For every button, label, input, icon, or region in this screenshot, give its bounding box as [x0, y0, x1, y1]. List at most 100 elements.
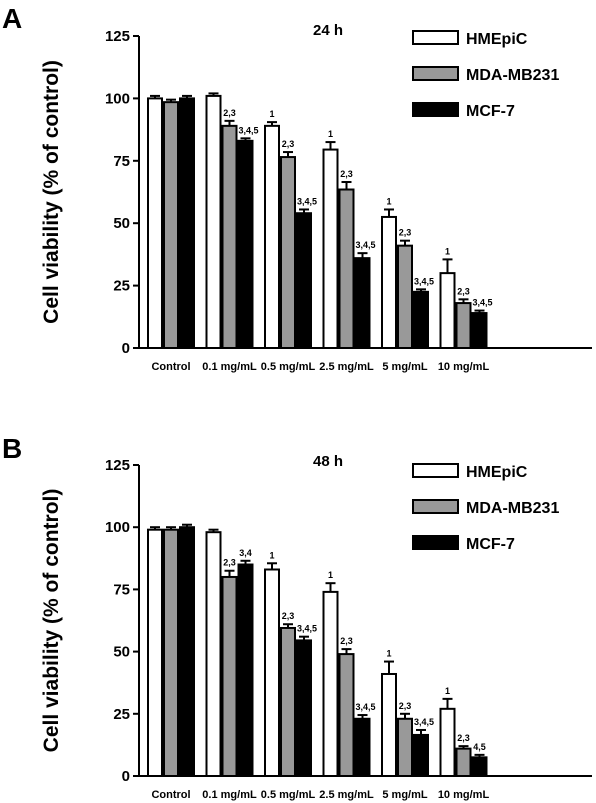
panel-b-significance-label: 3,4,5 — [355, 702, 375, 712]
panel-b-significance-label: 1 — [445, 686, 450, 696]
panel-a-significance-label: 3,4,5 — [297, 196, 317, 206]
panel-a-y-tick-label: 0 — [122, 340, 130, 357]
panel-a-bar-hmepic — [439, 272, 456, 349]
panel-a-legend-swatch-hmepic — [412, 30, 459, 45]
panel-a-bar-hmepic — [264, 124, 280, 349]
panel-b-bar-mda-mb231 — [221, 575, 238, 778]
panel-b-legend-label-hmepic: HMEpiC — [466, 464, 528, 481]
panel-a-significance-label: 1 — [328, 129, 333, 139]
panel-a-bar-hmepic — [381, 215, 397, 349]
panel-a-y-tick-label: 100 — [105, 90, 130, 107]
panel-b-bar-mcf-7 — [413, 733, 429, 777]
panel-a-legend-label-mda-mb231: MDA-MB231 — [466, 67, 559, 84]
panel-b-bar-mcf-7 — [296, 639, 312, 777]
panel-a-bar-mda-mb231 — [221, 124, 238, 349]
panel-b-significance-label: 3,4,5 — [297, 624, 317, 634]
panel-b-bar-hmepic — [205, 531, 222, 778]
panel-a-significance-label: 3,4,5 — [355, 240, 375, 250]
panel-a-y-tick-label: 75 — [113, 153, 130, 170]
panel-b-legend-swatch-mda-mb231 — [412, 499, 459, 514]
panel-b-x-tick-label: 10 mg/mL — [438, 789, 490, 801]
panel-b-x-tick-label: 0.1 mg/mL — [202, 789, 257, 801]
panel-a-significance-label: 2,3 — [340, 169, 353, 179]
panel-a-significance-label: 1 — [386, 196, 391, 206]
panel-b-bar-mda-mb231 — [280, 626, 296, 777]
panel-a-bar-mda-mb231 — [163, 101, 179, 349]
panel-b-bar-hmepic — [147, 528, 163, 777]
panel-b-y-tick-label: 75 — [113, 581, 130, 598]
panel-b-legend-swatch-hmepic — [412, 463, 459, 478]
panel-b-x-tick-label: 2.5 mg/mL — [319, 789, 374, 801]
panel-a-bar-mcf-7 — [237, 139, 254, 349]
panel-b-significance-label: 3,4,5 — [414, 717, 434, 727]
panel-b-letter: B — [2, 433, 22, 464]
panel-b-bar-hmepic — [264, 568, 280, 777]
panel-b-x-tick-label: 5 mg/mL — [382, 789, 428, 801]
panel-a-significance-label: 3,4,5 — [414, 276, 434, 286]
panel-b-significance-label: 1 — [386, 649, 391, 659]
panel-a-bar-hmepic — [147, 97, 163, 350]
panel-a-chart-title: 24 h — [313, 22, 343, 39]
panel-a-legend-swatch-mda-mb231 — [412, 66, 459, 81]
panel-b-bar-mcf-7 — [237, 563, 254, 778]
panel-a-significance-label: 2,3 — [399, 228, 412, 238]
panel-b-legend-label-mcf-7: MCF-7 — [466, 536, 515, 553]
panel-b-y-axis-label: Cell viability (% of control) — [40, 489, 63, 753]
panel-b-significance-label: 2,3 — [340, 636, 353, 646]
panel-a-bar-mda-mb231 — [280, 156, 296, 349]
panel-a-legend-label-mcf-7: MCF-7 — [466, 103, 515, 120]
panel-a-bar-hmepic — [205, 94, 222, 349]
panel-b-bar-mda-mb231 — [163, 528, 179, 777]
panel-a-bar-mda-mb231 — [455, 302, 472, 349]
panel-a-x-tick-label: 0.1 mg/mL — [202, 361, 257, 373]
panel-b-significance-label: 1 — [269, 550, 274, 560]
panel-b-significance-label: 2,3 — [223, 558, 236, 568]
panel-b-bar-mda-mb231 — [455, 747, 472, 778]
panel-b-bar-mcf-7 — [354, 717, 371, 777]
panel-a-x-tick-label: Control — [151, 361, 190, 373]
panel-a-x-tick-label: 0.5 mg/mL — [261, 361, 316, 373]
panel-b-significance-label: 2,3 — [399, 701, 412, 711]
panel-a-bar-mda-mb231 — [338, 188, 355, 349]
panel-b-bar-mcf-7 — [179, 526, 195, 778]
panel-b-bar-hmepic — [381, 672, 397, 778]
panel-a-significance-label: 2,3 — [457, 286, 470, 296]
panel-b-significance-label: 1 — [328, 570, 333, 580]
panel-a-bar-mcf-7 — [296, 212, 312, 349]
panel-a-x-tick-label: 2.5 mg/mL — [319, 361, 374, 373]
panel-b-x-tick-label: 0.5 mg/mL — [261, 789, 316, 801]
panel-a-x-tick-label: 10 mg/mL — [438, 361, 490, 373]
panel-a-y-axis-label: Cell viability (% of control) — [40, 60, 63, 324]
panel-a-significance-label: 3,4,5 — [472, 298, 492, 308]
panel-b-bar-hmepic — [439, 707, 456, 777]
panel-a-letter: A — [2, 3, 22, 34]
panel-a-significance-label: 1 — [445, 246, 450, 256]
panel-b-y-tick-label: 50 — [113, 644, 130, 661]
panel-b-legend-swatch-mcf-7 — [412, 535, 459, 550]
panel-a-legend-swatch-mcf-7 — [412, 102, 459, 117]
panel-a-bar-mcf-7 — [471, 312, 488, 349]
panel-b-bar-mda-mb231 — [338, 653, 355, 778]
panel-b-x-tick-label: Control — [151, 789, 190, 801]
panel-a-bar-hmepic — [322, 148, 339, 349]
panel-b-y-tick-label: 125 — [105, 457, 130, 474]
panel-b-bar-mcf-7 — [471, 756, 488, 778]
panel-a-significance-label: 3,4,5 — [238, 125, 258, 135]
panel-b-significance-label: 2,3 — [457, 733, 470, 743]
panel-b-y-tick-label: 0 — [122, 768, 130, 785]
panel-b-significance-label: 2,3 — [282, 611, 295, 621]
panel-b-significance-label: 3,4 — [239, 548, 252, 558]
panel-a-bar-mcf-7 — [413, 290, 429, 349]
panel-a-significance-label: 1 — [269, 109, 274, 119]
panel-a-significance-label: 2,3 — [282, 139, 295, 149]
panel-b-significance-label: 4,5 — [473, 742, 486, 752]
panel-a-bar-mcf-7 — [179, 97, 195, 350]
panel-a-bar-mcf-7 — [354, 257, 371, 350]
panel-b-chart-title: 48 h — [313, 453, 343, 470]
panel-a-y-tick-label: 125 — [105, 28, 130, 45]
panel-a-y-tick-label: 50 — [113, 215, 130, 232]
panel-b-y-tick-label: 25 — [113, 706, 130, 723]
panel-a-y-tick-label: 25 — [113, 278, 130, 295]
